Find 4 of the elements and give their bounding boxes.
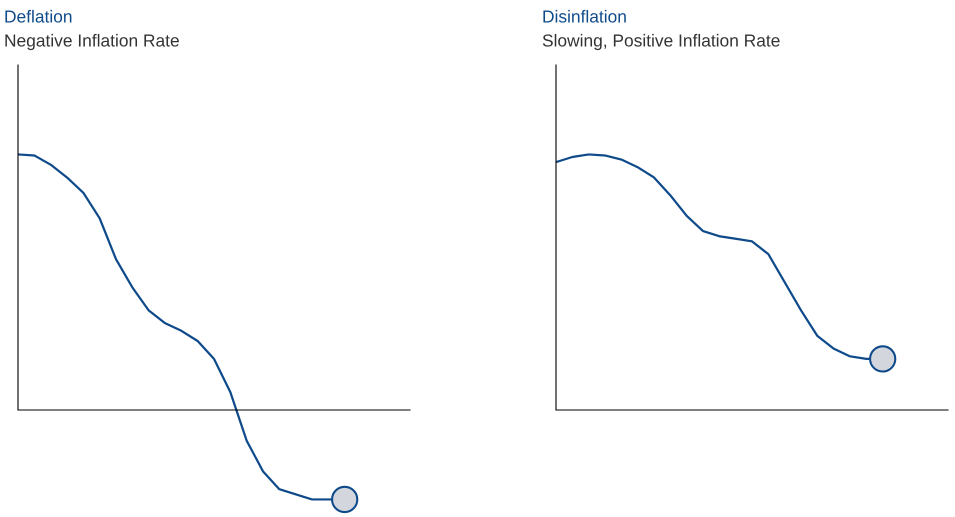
chart-subtitle: Slowing, Positive Inflation Rate (542, 34, 780, 50)
chart-title: Deflation (5, 10, 72, 23)
chart-title: Disinflation (543, 10, 626, 23)
chart-subtitle: Negative Inflation Rate (5, 34, 179, 50)
